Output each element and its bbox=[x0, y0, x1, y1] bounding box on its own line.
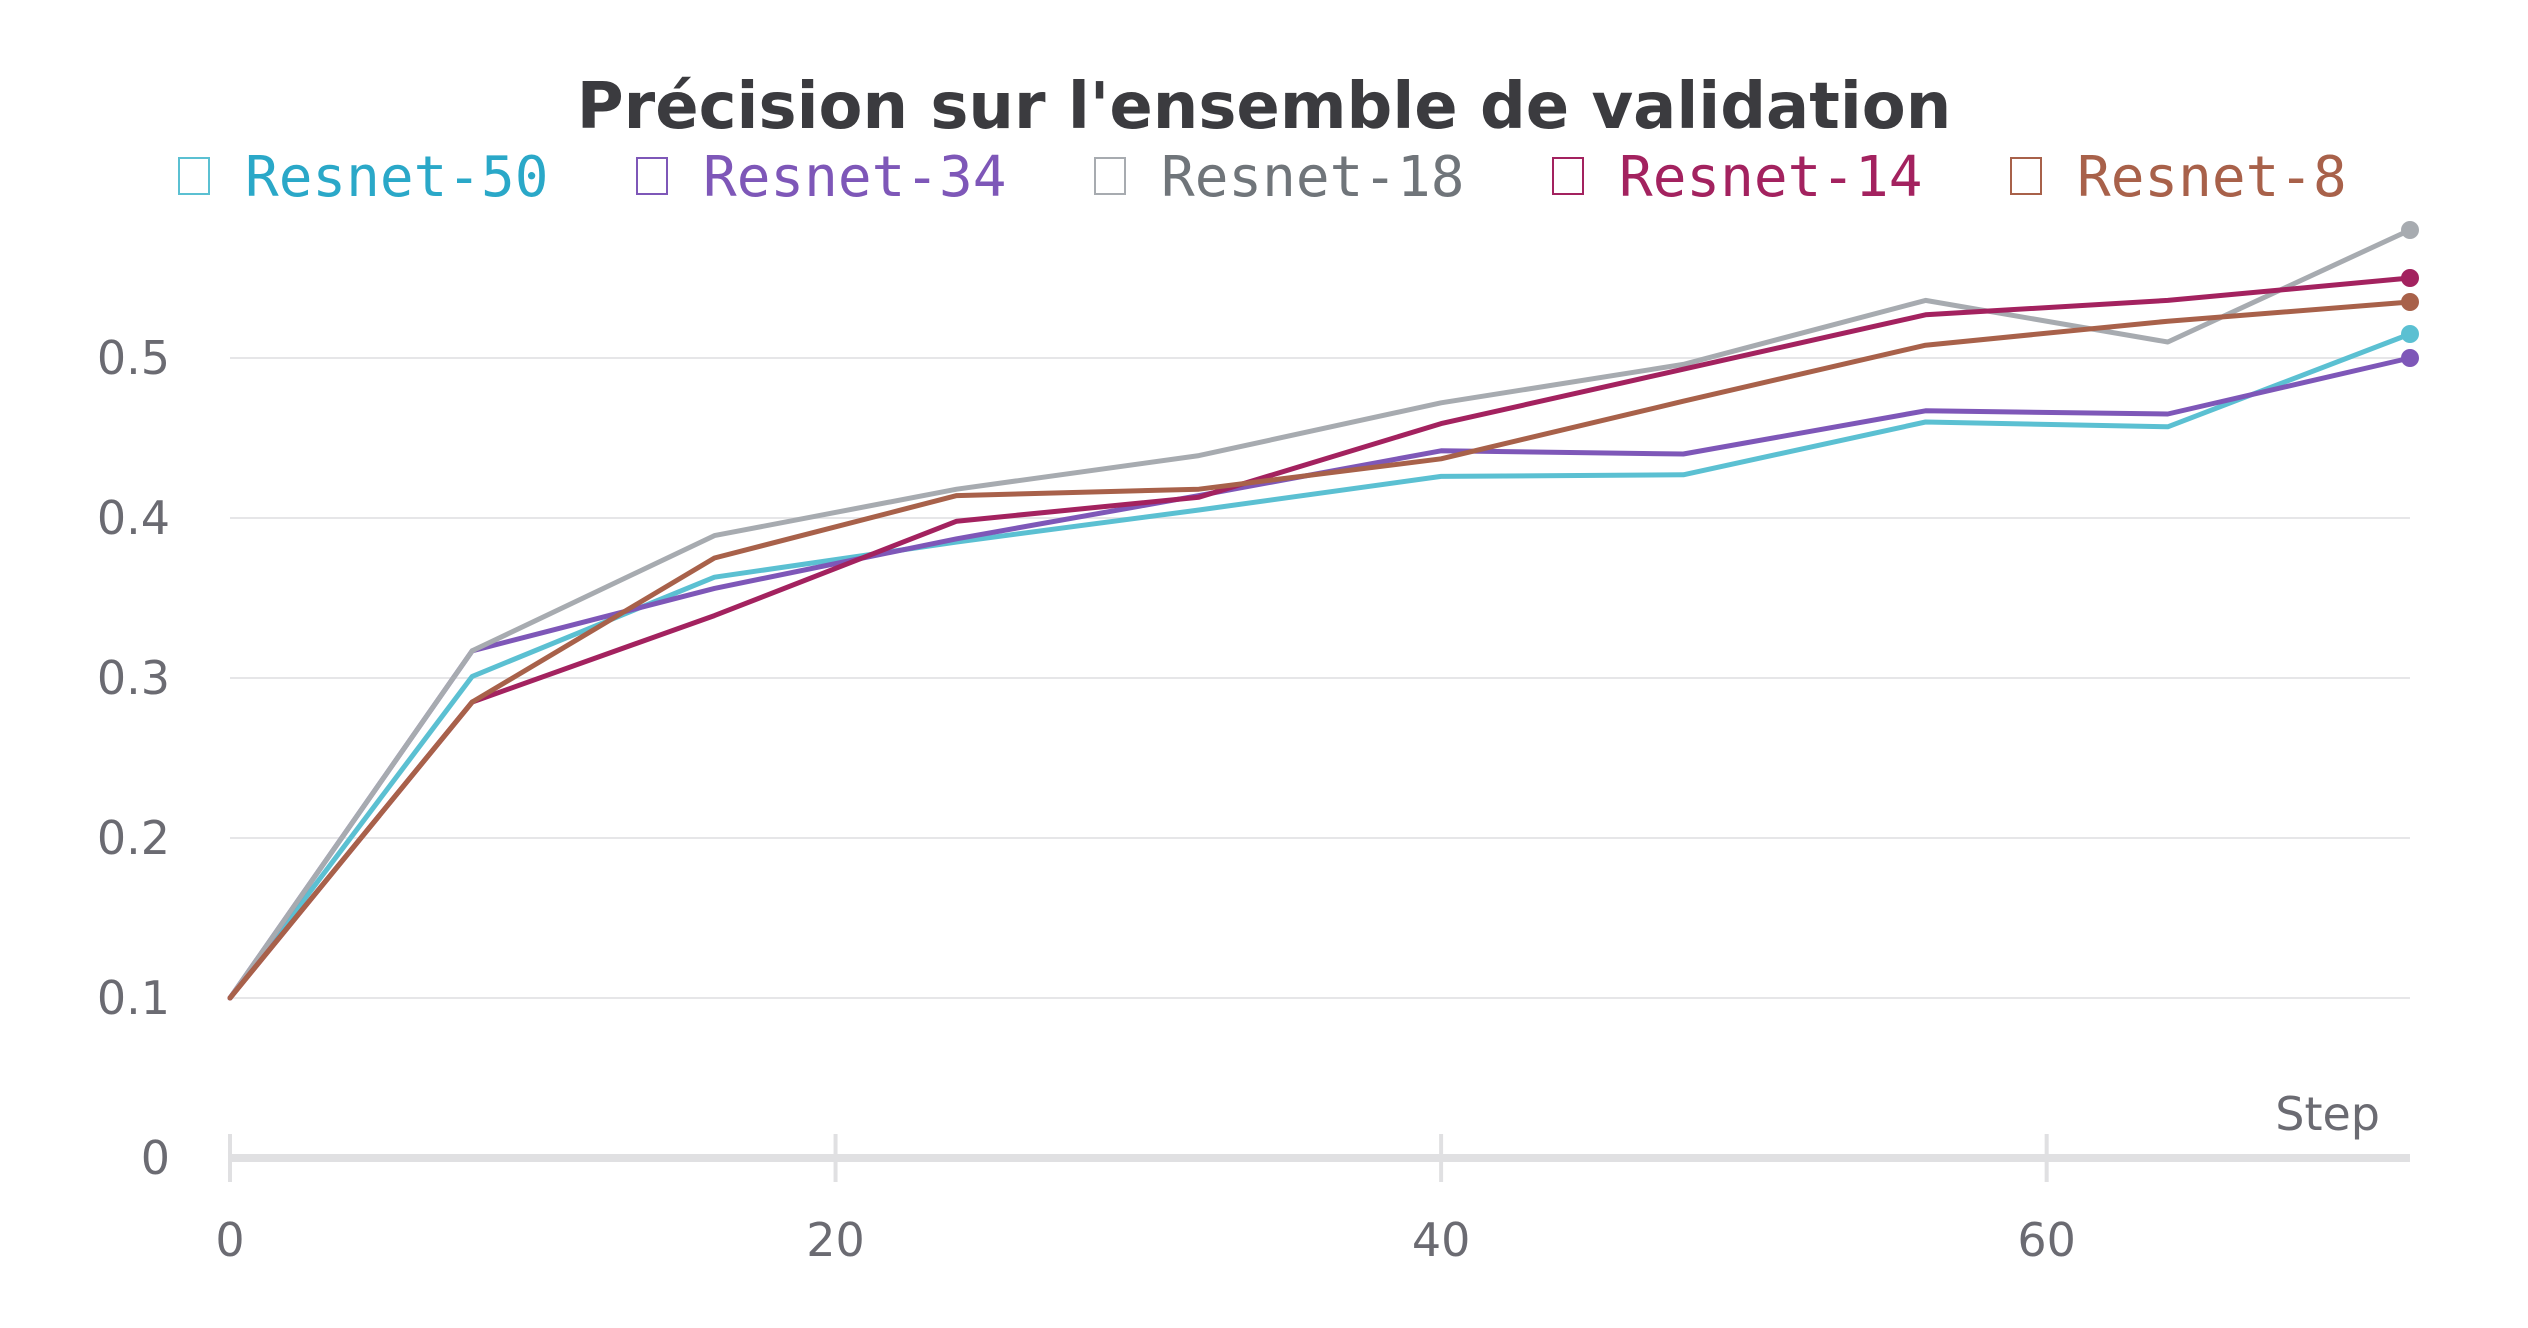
series-line bbox=[227, 331, 2413, 1001]
series-end-point bbox=[2401, 349, 2419, 367]
legend-item: Resnet-8 bbox=[2010, 145, 2347, 210]
x-tick-label: 0 bbox=[215, 1213, 244, 1267]
legend-swatch bbox=[1094, 157, 1126, 195]
legend-item: Resnet-18 bbox=[1094, 145, 1464, 210]
series-end-point bbox=[2401, 269, 2419, 287]
series-line bbox=[227, 227, 2413, 1001]
legend-swatch bbox=[636, 157, 668, 195]
legend-label: Resnet-18 bbox=[1161, 145, 1464, 210]
x-tick-label: 60 bbox=[2017, 1213, 2076, 1267]
y-tick-label: 0.2 bbox=[97, 811, 170, 865]
chart-title: Précision sur l'ensemble de validation bbox=[577, 70, 1952, 144]
series-end-point bbox=[2401, 221, 2419, 239]
legend-label: Resnet-8 bbox=[2077, 145, 2347, 210]
legend-item: Resnet-34 bbox=[636, 145, 1006, 210]
grid-lines bbox=[230, 357, 2410, 999]
series-end-points bbox=[2401, 221, 2419, 367]
x-axis-label: Step bbox=[2275, 1087, 2380, 1141]
legend: Resnet-50 Resnet-34 Resnet-18 Resnet-14 Resn… bbox=[178, 145, 2347, 210]
legend-label: Resnet-34 bbox=[703, 145, 1006, 210]
legend-swatch bbox=[178, 157, 210, 195]
y-axis: 0 0.1 0.2 0.3 0.4 0.5 bbox=[97, 331, 170, 1185]
legend-label: Resnet-50 bbox=[245, 145, 548, 210]
legend-swatch bbox=[2010, 157, 2042, 195]
legend-label: Resnet-14 bbox=[1619, 145, 1922, 210]
x-axis: 0 20 40 60 bbox=[215, 1134, 2410, 1267]
series-line bbox=[227, 275, 2413, 1001]
series-line bbox=[227, 299, 2413, 1001]
y-tick-label: 0.4 bbox=[97, 491, 170, 545]
series-end-point bbox=[2401, 293, 2419, 311]
legend-item: Resnet-50 bbox=[178, 145, 548, 210]
x-tick-label: 40 bbox=[1412, 1213, 1471, 1267]
y-tick-label: 0.5 bbox=[97, 331, 170, 385]
y-tick-label: 0.3 bbox=[97, 651, 170, 705]
legend-item: Resnet-14 bbox=[1552, 145, 1922, 210]
y-tick-label: 0.1 bbox=[97, 971, 170, 1025]
y-tick-label: 0 bbox=[141, 1131, 170, 1185]
series-end-point bbox=[2401, 325, 2419, 343]
x-tick-label: 20 bbox=[806, 1213, 865, 1267]
legend-swatch bbox=[1552, 157, 1584, 195]
series-lines bbox=[227, 227, 2413, 1001]
